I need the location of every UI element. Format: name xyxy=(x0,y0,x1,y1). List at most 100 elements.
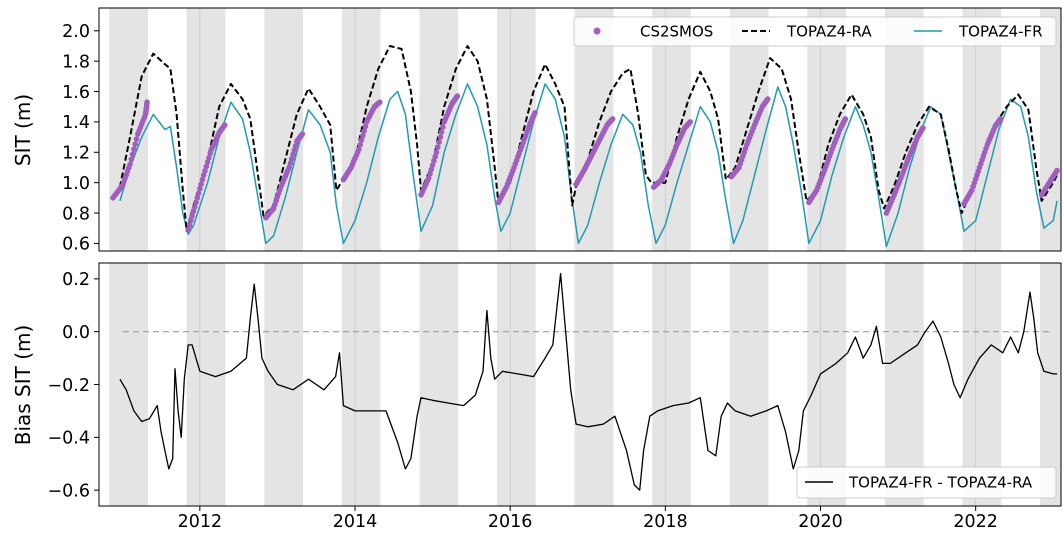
cs2smos-point xyxy=(193,199,199,206)
cs2smos-point xyxy=(194,195,201,201)
cs2smos-point xyxy=(188,217,194,224)
cs2smos-point xyxy=(427,171,433,177)
legend: TOPAZ4-FR - TOPAZ4-RA xyxy=(796,466,1057,499)
season-band xyxy=(264,263,304,506)
cs2smos-point xyxy=(377,99,383,105)
legend-item-cs2smos: CS2SMOS xyxy=(593,23,713,41)
cs2smos-point xyxy=(532,110,538,116)
cs2smos-point xyxy=(428,166,435,173)
cs2smos-point xyxy=(144,99,150,105)
cs2smos-point xyxy=(290,151,296,158)
season-band xyxy=(962,263,1002,506)
season-band xyxy=(186,263,226,506)
cs2smos-point xyxy=(195,190,202,197)
cs2smos-point xyxy=(197,185,203,192)
cs2smos-point xyxy=(132,141,138,147)
season-band xyxy=(109,263,148,506)
x-tick-label: 2016 xyxy=(488,512,533,532)
y-tick-label: 1.2 xyxy=(62,144,90,164)
cs2smos-point xyxy=(206,155,212,161)
cs2smos-point xyxy=(764,96,771,102)
y-axis-label: SIT (m) xyxy=(11,94,35,166)
cs2smos-point xyxy=(288,156,295,162)
series-topaz4-ra xyxy=(118,45,1058,233)
y-axis: −0.6 −0.4 −0.2 0.0 0.2 xyxy=(48,270,99,501)
y-tick-label: 1.6 xyxy=(62,83,90,103)
cs2smos-point xyxy=(437,134,444,140)
cs2smos-point xyxy=(199,176,206,183)
legend-box xyxy=(573,16,1057,47)
cs2smos-point xyxy=(204,159,211,165)
y-tick-label: 1.0 xyxy=(62,174,90,194)
cs2smos-point xyxy=(609,116,616,122)
x-tick-label: 2020 xyxy=(798,512,843,532)
season-band xyxy=(1040,263,1061,506)
legend-item-topaz4-ra: TOPAZ4-RA xyxy=(742,23,872,41)
cs2smos-point xyxy=(432,153,439,160)
line-topaz4-fr xyxy=(119,83,1058,248)
cs2smos-point xyxy=(431,158,437,164)
cs2smos-point xyxy=(127,161,133,168)
season-band xyxy=(807,263,847,506)
cs2smos-point xyxy=(687,119,693,125)
cs2smos-point xyxy=(186,222,193,228)
y-tick-label: 0.8 xyxy=(62,204,90,224)
y-tick-label: −0.6 xyxy=(48,481,91,501)
cs2smos-point xyxy=(189,213,195,219)
y-axis: 0.6 0.8 1.0 1.2 1.4 1.6 1.8 2.0 xyxy=(62,22,99,255)
x-tick-label: 2014 xyxy=(333,512,378,532)
legend-label: CS2SMOS xyxy=(640,23,713,41)
cs2smos-point xyxy=(291,147,298,154)
legend-label: TOPAZ4-FR xyxy=(958,23,1043,41)
legend: CS2SMOS TOPAZ4-RA TOPAZ4-FR xyxy=(573,16,1057,47)
cs2smos-point xyxy=(221,122,228,128)
x-tick-label: 2018 xyxy=(643,512,688,532)
cs2smos-point xyxy=(436,139,442,145)
cs2smos-point xyxy=(133,136,140,142)
season-band xyxy=(884,8,924,251)
bias-panel: −0.6 −0.4 −0.2 0.0 0.2 Bias SIT (m) 2012 2014… xyxy=(11,262,1062,532)
cs2smos-point xyxy=(286,164,292,171)
season-band xyxy=(419,263,459,506)
cs2smos-point xyxy=(1054,167,1060,174)
series-topaz4-fr xyxy=(119,83,1058,248)
cs2smos-point xyxy=(454,93,461,99)
cs2smos-point xyxy=(360,132,366,139)
cs2smos-point xyxy=(203,163,210,170)
cs2smos-point xyxy=(299,131,306,137)
cs2smos-point xyxy=(425,175,432,181)
x-tick-label: 2022 xyxy=(953,512,998,532)
season-band xyxy=(341,263,381,506)
cs2smos-point xyxy=(129,151,136,158)
y-tick-label: 2.0 xyxy=(62,22,90,42)
cs2smos-point xyxy=(438,129,445,135)
cs2smos-point xyxy=(198,181,204,187)
cs2smos-point xyxy=(287,160,294,166)
cs2smos-point xyxy=(131,146,137,152)
legend-label: TOPAZ4-FR - TOPAZ4-RA xyxy=(848,474,1033,492)
cs2smos-point xyxy=(362,123,369,130)
y-tick-label: 1.8 xyxy=(62,52,90,72)
legend-item-bias: TOPAZ4-FR - TOPAZ4-RA xyxy=(805,474,1033,492)
cs2smos-point xyxy=(361,128,367,134)
line-bias xyxy=(119,272,1058,491)
series-bias xyxy=(119,272,1058,491)
y-tick-label: 0.6 xyxy=(62,235,90,255)
y-tick-label: 0.2 xyxy=(62,270,90,290)
cs2smos-point xyxy=(207,150,213,157)
y-tick-label: −0.2 xyxy=(48,376,91,396)
cs2smos-point xyxy=(358,137,365,143)
cs2smos-point xyxy=(356,146,362,152)
cs2smos-point xyxy=(440,124,446,130)
series-cs2smos xyxy=(110,93,1060,233)
cs2smos-point xyxy=(191,204,198,210)
cs2smos-point xyxy=(433,149,440,156)
cs2smos-point xyxy=(435,144,441,150)
line-topaz4-ra xyxy=(118,45,1058,233)
legend-box xyxy=(796,466,1057,499)
cs2smos-point xyxy=(842,116,849,122)
season-band xyxy=(729,8,769,251)
season-band xyxy=(729,263,769,506)
season-band xyxy=(884,263,924,506)
